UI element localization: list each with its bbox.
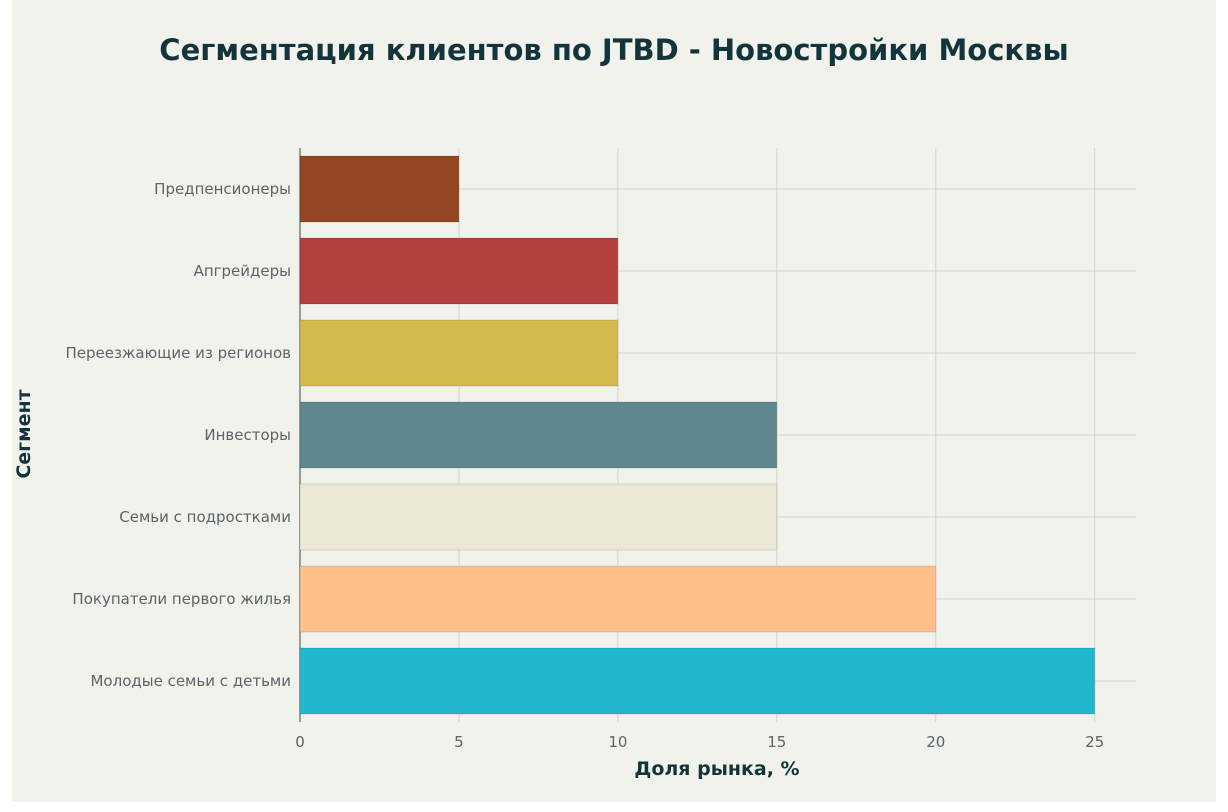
bar — [299, 483, 778, 551]
bar — [299, 237, 619, 305]
category-labels: Предпенсионеры Апгрейдеры Переезжающие из … — [65, 180, 291, 690]
bar — [299, 319, 619, 387]
x-tick-labels: 0 5 10 15 20 25 — [295, 733, 1104, 751]
x-tick-label: 0 — [295, 733, 305, 751]
category-label: Семьи с подростками — [119, 508, 291, 526]
category-label: Покупатели первого жилья — [72, 590, 291, 608]
x-tick-label: 5 — [454, 733, 464, 751]
chart-title: Сегментация клиентов по JTBD - Новострой… — [159, 33, 1068, 67]
x-tick-label: 20 — [926, 733, 945, 751]
y-axis-title: Сегмент — [13, 389, 35, 478]
x-tick-label: 10 — [608, 733, 627, 751]
category-label: Апгрейдеры — [194, 262, 291, 280]
x-tick-label: 25 — [1085, 733, 1104, 751]
x-axis-title: Доля рынка, % — [634, 758, 799, 780]
x-tick-label: 15 — [767, 733, 786, 751]
bar — [299, 647, 1096, 715]
bar — [299, 565, 937, 633]
category-label: Инвесторы — [204, 426, 291, 444]
bars — [299, 155, 1096, 715]
bar — [299, 155, 460, 223]
category-label: Молодые семьи с детьми — [90, 672, 291, 690]
category-label: Предпенсионеры — [154, 180, 291, 198]
category-label: Переезжающие из регионов — [65, 344, 291, 362]
bar — [299, 401, 778, 469]
